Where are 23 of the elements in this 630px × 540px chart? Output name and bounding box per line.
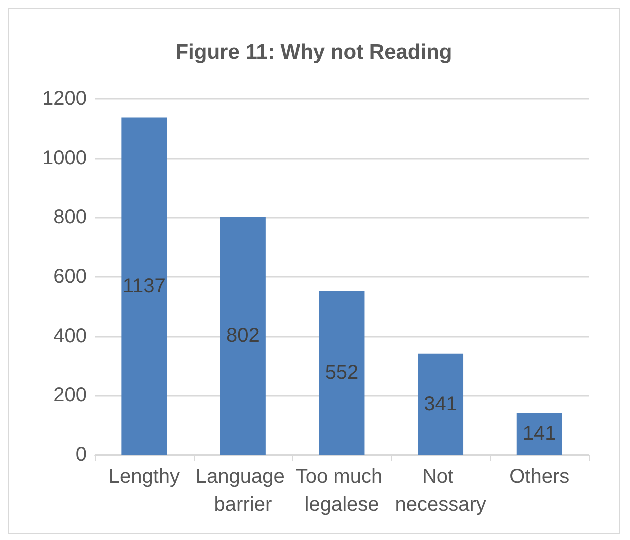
y-tick-label: 1000 bbox=[42, 147, 87, 170]
y-tick-label: 1200 bbox=[42, 88, 87, 110]
bar bbox=[516, 413, 562, 455]
data-label: 1137 bbox=[122, 275, 166, 298]
bar bbox=[122, 118, 168, 455]
y-tick-label: 200 bbox=[54, 384, 87, 407]
x-tick-label: Not necessary bbox=[395, 466, 486, 516]
data-label: 802 bbox=[226, 325, 260, 348]
bar bbox=[220, 217, 266, 455]
chart-title: Figure 11: Why not Reading bbox=[176, 41, 452, 64]
y-tick-label: 0 bbox=[76, 444, 87, 466]
x-tick-label: Too much legalese bbox=[296, 466, 388, 516]
y-tick-label: 400 bbox=[54, 325, 87, 348]
bar bbox=[319, 291, 365, 455]
y-tick-label: 800 bbox=[54, 206, 87, 229]
x-tick-label: Lengthy bbox=[108, 466, 180, 488]
x-tick-label: Language barrier bbox=[196, 466, 290, 516]
bar bbox=[418, 354, 464, 455]
x-tick-label: Others bbox=[510, 466, 570, 488]
y-tick-label: 600 bbox=[54, 266, 87, 288]
data-label: 552 bbox=[325, 362, 359, 384]
data-label: 341 bbox=[424, 393, 458, 416]
data-label: 141 bbox=[522, 423, 556, 446]
